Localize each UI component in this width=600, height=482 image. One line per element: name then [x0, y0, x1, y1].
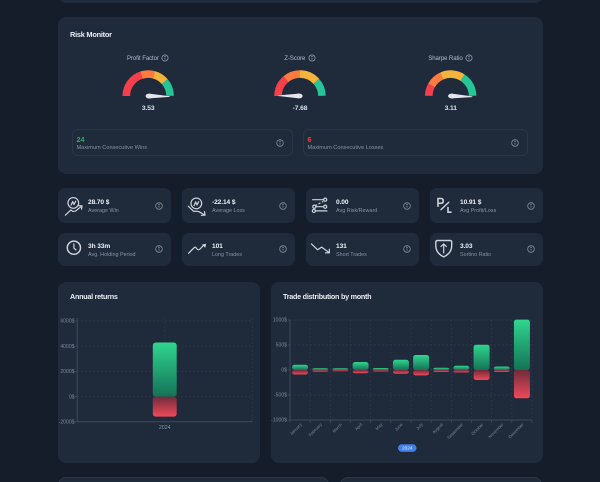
svg-text:0$: 0$: [281, 368, 287, 374]
svg-text:March: March: [331, 422, 343, 434]
svg-text:December: December: [507, 422, 525, 440]
svg-text:January: January: [289, 421, 304, 436]
svg-text:4000$: 4000$: [60, 344, 74, 350]
svg-text:September: September: [446, 422, 464, 440]
svg-text:-500$: -500$: [274, 393, 287, 399]
svg-text:July: July: [415, 421, 424, 430]
svg-text:0$: 0$: [69, 394, 75, 400]
svg-text:-2000$: -2000$: [59, 420, 75, 426]
svg-text:6000$: 6000$: [60, 319, 74, 325]
svg-text:April: April: [354, 422, 364, 432]
svg-text:2024: 2024: [402, 446, 413, 451]
svg-text:2000$: 2000$: [60, 369, 74, 375]
svg-text:May: May: [374, 421, 384, 431]
svg-text:500$: 500$: [276, 343, 287, 349]
svg-text:June: June: [394, 422, 404, 432]
svg-text:August: August: [431, 421, 444, 434]
svg-text:2024: 2024: [159, 425, 171, 431]
svg-text:February: February: [308, 421, 324, 437]
svg-text:November: November: [487, 422, 505, 440]
svg-text:1000$: 1000$: [273, 318, 287, 324]
svg-text:-1000$: -1000$: [271, 418, 287, 424]
svg-text:October: October: [470, 422, 484, 436]
